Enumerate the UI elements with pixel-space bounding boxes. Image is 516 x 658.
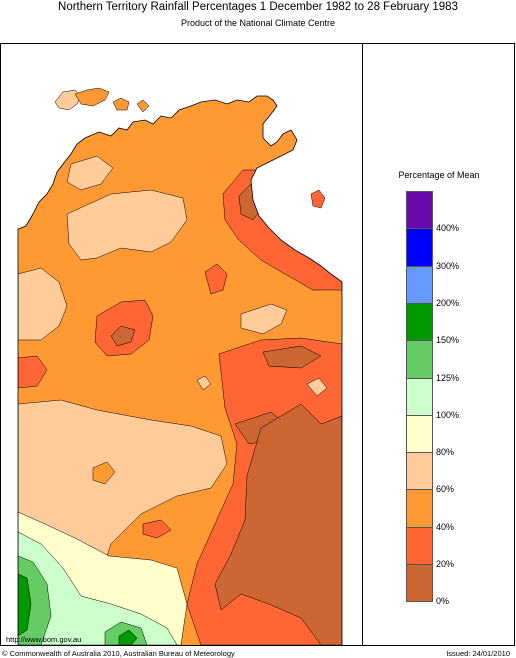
legend-label: 125% [436, 372, 460, 383]
legend-swatch [406, 302, 433, 342]
legend-label: 400% [436, 223, 460, 234]
zone-20-40-small-ne [204, 263, 228, 295]
legend-label: 200% [436, 297, 460, 308]
legend-label: 150% [436, 335, 460, 346]
legend-swatch [406, 228, 433, 267]
copyright-text: © Commonwealth of Australia 2010, Austra… [2, 649, 235, 658]
legend-swatch [406, 489, 433, 528]
legend-swatch [406, 414, 433, 454]
legend-swatch [406, 452, 433, 491]
map-title: Northern Territory Rainfall Percentages … [58, 1, 458, 13]
zone-20-40-sw-patch [142, 519, 172, 539]
legend-label: 20% [436, 559, 455, 569]
legend-label: 300% [436, 260, 460, 271]
zone-150-200-south-b [118, 629, 138, 645]
legend-swatch [406, 526, 433, 565]
zone-60-80-north-a [66, 155, 114, 191]
small-island-a [112, 97, 130, 111]
legend-divider [362, 43, 363, 646]
zone-lt20-southeast [214, 403, 342, 645]
zone-60-80-east [240, 303, 288, 335]
legend-label: 100% [436, 409, 460, 420]
zone-150-200-south [18, 573, 32, 637]
legend-swatch [406, 265, 433, 304]
tiwi-islands [54, 87, 326, 209]
legend-swatch [406, 191, 433, 230]
zone-20-40-west [18, 355, 48, 389]
legend-label: 0% [436, 596, 450, 607]
legend-title: Percentage of Mean [398, 170, 480, 180]
legend-label: 80% [436, 447, 455, 458]
territory-outline [17, 95, 343, 645]
groote-eylandt [310, 189, 326, 209]
zone-lt20-central [110, 325, 136, 347]
bom-url[interactable]: http://www.bom.gov.au [6, 635, 82, 644]
small-island-b [136, 99, 150, 113]
zone-60-80-east-spot [306, 377, 328, 397]
legend-label: 60% [436, 484, 455, 495]
zone-60-80-north-b [66, 189, 188, 261]
bathurst-island [54, 89, 82, 111]
zone-lt20-east-a [262, 345, 322, 369]
zone-40-60-sw-patch-a [92, 461, 116, 485]
zone-100-125-south [18, 531, 178, 645]
legend-swatch [406, 564, 433, 603]
legend-swatch [406, 340, 433, 379]
legend-swatch [406, 377, 433, 416]
legend-label: 40% [436, 521, 455, 532]
map-subtitle: Product of the National Climate Centre [180, 18, 336, 28]
zone-60-80-tiny-spot [196, 375, 212, 391]
rainfall-map [17, 87, 343, 645]
zone-60-80-west [18, 267, 68, 341]
melville-island [74, 87, 110, 107]
issued-date: Issued: 24/01/2010 [446, 649, 510, 658]
